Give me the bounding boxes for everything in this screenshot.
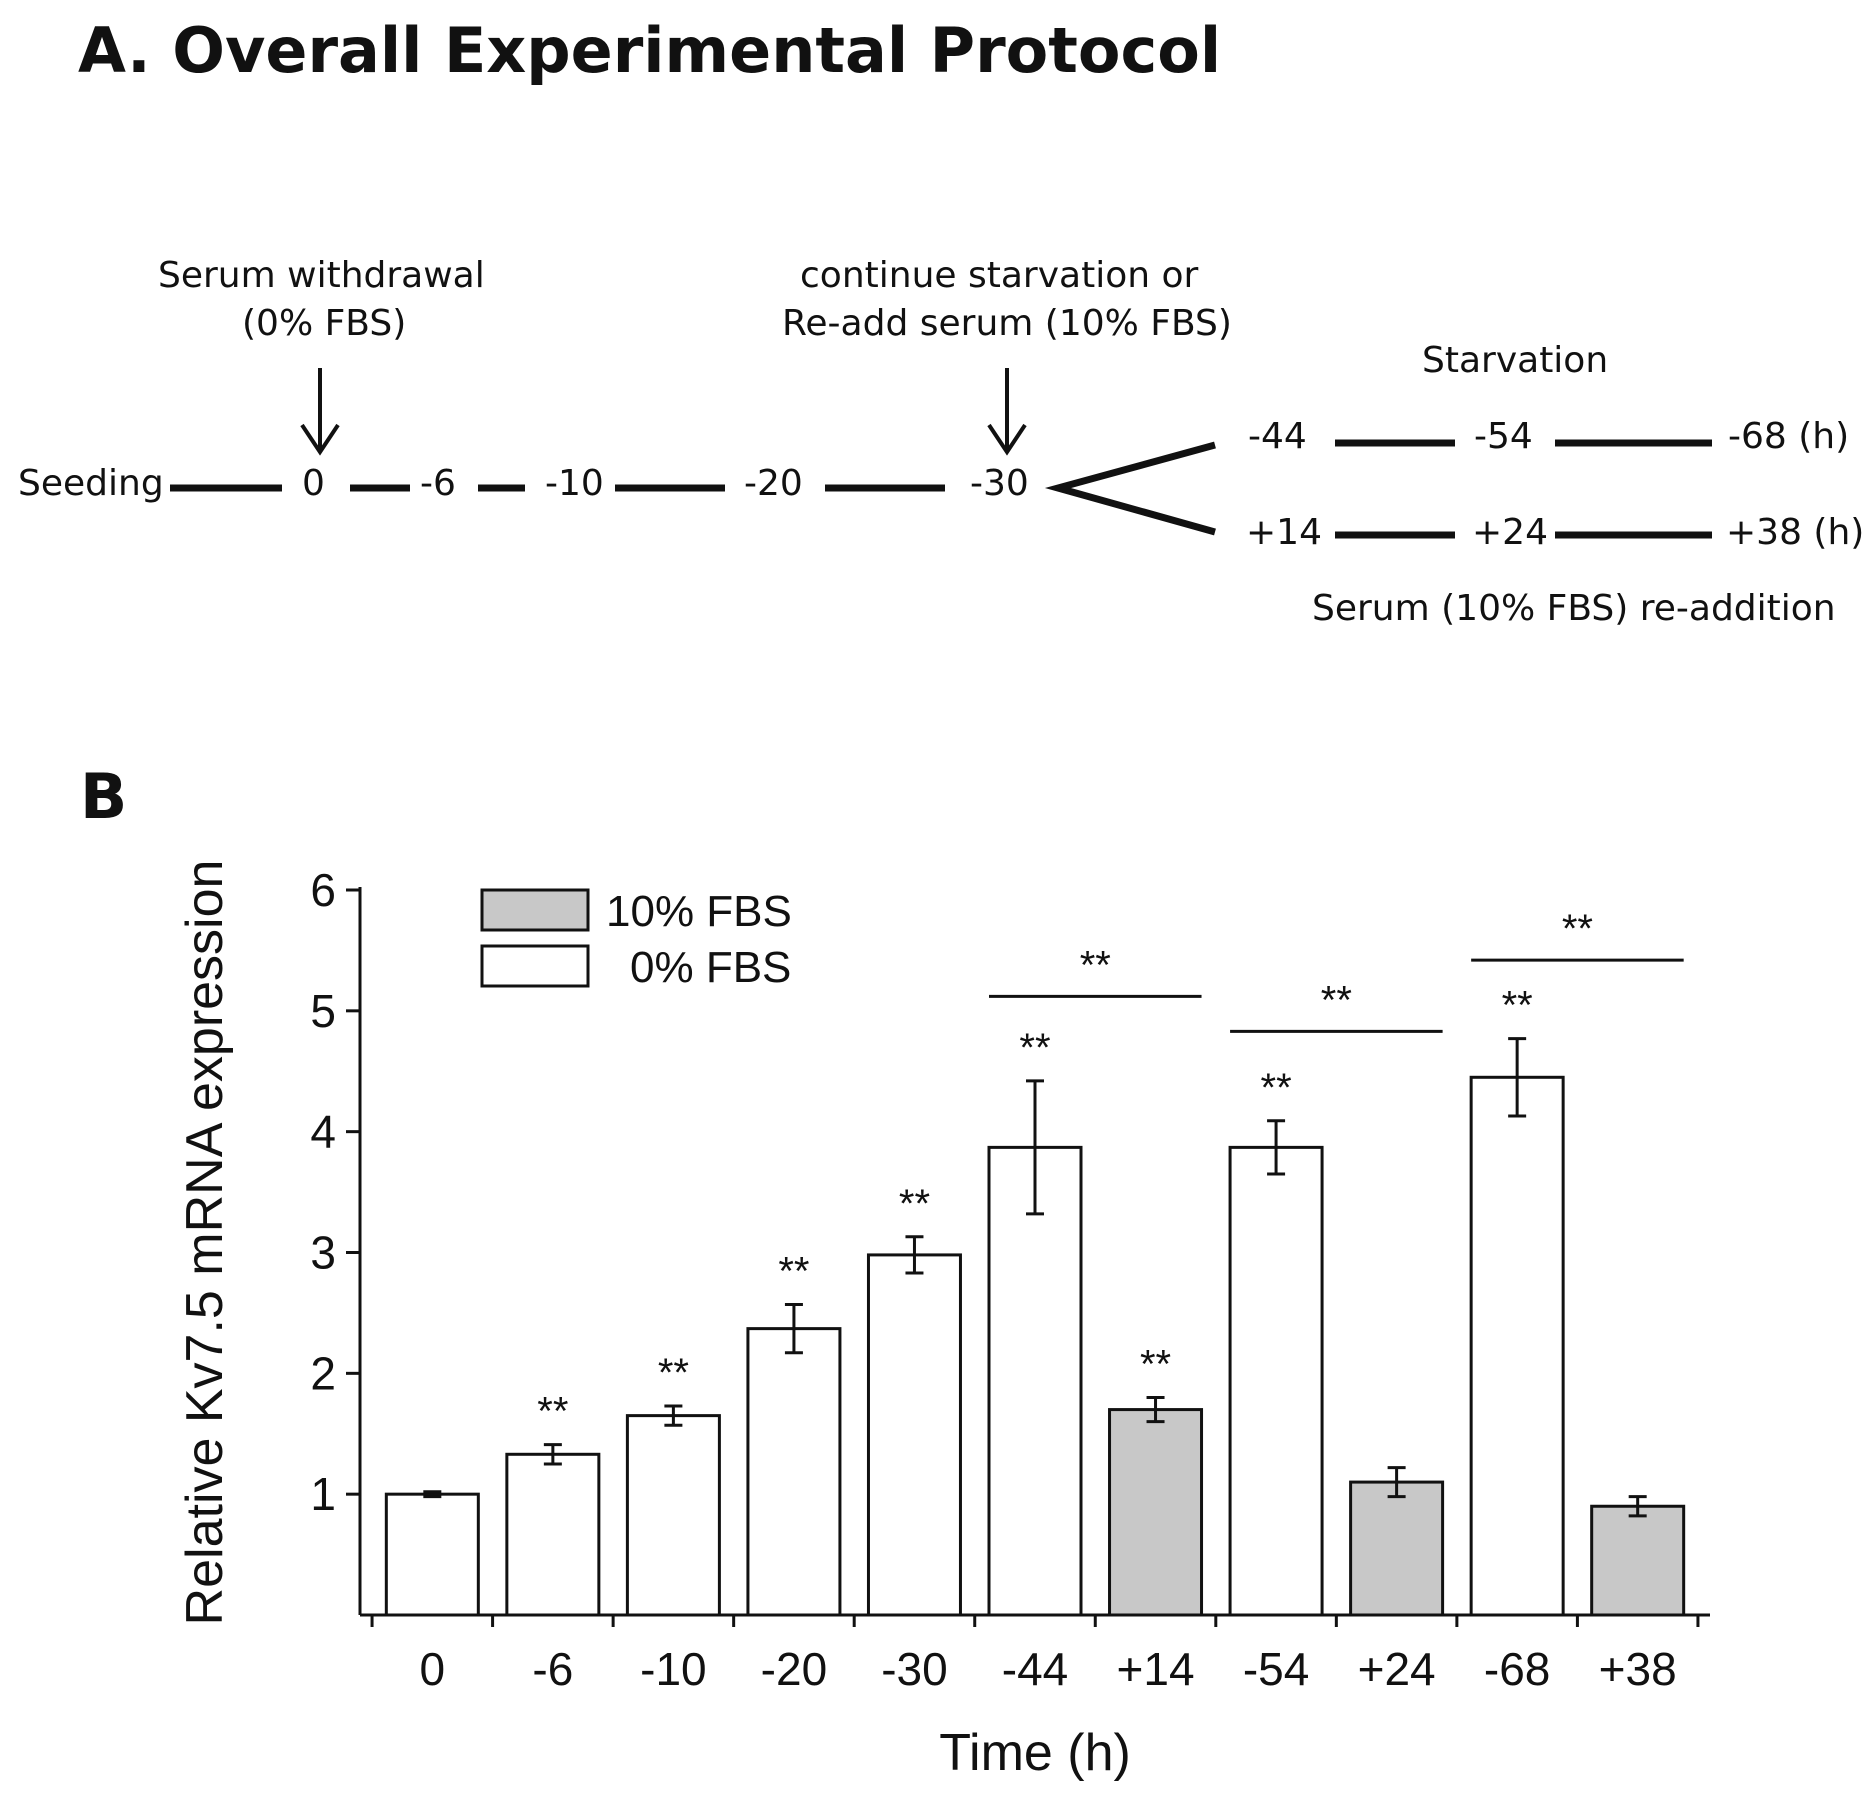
timepoint-plus38: +38 (h) [1726, 512, 1865, 553]
timepoint-minus68: -68 (h) [1728, 416, 1850, 457]
timepoint-minus10: -10 [545, 463, 604, 504]
readdition-label: Serum (10% FBS) re-addition [1312, 588, 1836, 629]
bar [1590, 1504, 1686, 1617]
y-tick-label: 2 [310, 1347, 336, 1399]
legend-label: 0% FBS [630, 943, 791, 992]
x-tick-label: +14 [1117, 1643, 1195, 1695]
bar [625, 1414, 721, 1617]
significance-marker: ** [658, 1351, 689, 1395]
starvation-label: Starvation [1422, 340, 1609, 381]
panel-a-title: A. Overall Experimental Protocol [78, 14, 1222, 87]
continue-starvation-label: continue starvation or [800, 255, 1199, 296]
timepoint-minus54: -54 [1474, 416, 1533, 457]
y-axis-label: Relative Kv7.5 mRNA expression [176, 860, 234, 1626]
bar [987, 1145, 1083, 1617]
seeding-label: Seeding [18, 463, 164, 504]
zero-fbs-label: (0% FBS) [242, 303, 407, 344]
x-tick-label: -6 [532, 1643, 573, 1695]
comparison-marker: ** [1562, 907, 1593, 951]
x-tick-label: -68 [1484, 1643, 1550, 1695]
bar [1349, 1480, 1445, 1617]
legend-swatch [480, 944, 590, 988]
timepoint-plus24: +24 [1472, 512, 1548, 553]
significance-marker: ** [1261, 1066, 1292, 1110]
timepoint-minus20: -20 [744, 463, 803, 504]
timepoint-minus6: -6 [420, 463, 456, 504]
significance-marker: ** [1140, 1343, 1171, 1387]
serum-withdrawal-label: Serum withdrawal [158, 255, 485, 296]
y-tick-label: 1 [310, 1468, 336, 1520]
comparison-marker: ** [1080, 943, 1111, 987]
bar [1228, 1145, 1324, 1617]
withdrawal-arrowhead [300, 423, 340, 456]
legend-label: 10% FBS [606, 887, 792, 936]
x-tick-label: -20 [761, 1643, 827, 1695]
y-tick-label: 5 [310, 985, 336, 1037]
bar [746, 1327, 842, 1617]
significance-marker: ** [1019, 1026, 1050, 1070]
branch-fork [1044, 441, 1216, 536]
timepoint-plus14: +14 [1246, 512, 1322, 553]
significance-marker: ** [899, 1182, 930, 1226]
x-axis-label: Time (h) [939, 1724, 1131, 1782]
x-tick-label: +38 [1599, 1643, 1677, 1695]
bar [1469, 1075, 1565, 1617]
bar [1108, 1408, 1204, 1617]
x-tick-label: +24 [1358, 1643, 1436, 1695]
protocol-diagram [170, 368, 1712, 539]
panel-b-label: B [80, 760, 128, 833]
legend-swatch [480, 888, 590, 932]
y-tick-label: 4 [310, 1106, 336, 1158]
timepoint-0: 0 [302, 463, 325, 504]
x-tick-label: -30 [881, 1643, 947, 1695]
y-tick-label: 3 [310, 1227, 336, 1279]
timepoint-minus30: -30 [970, 463, 1029, 504]
significance-marker: ** [1502, 984, 1533, 1028]
readd-arrowhead [987, 423, 1027, 456]
x-tick-label: -44 [1002, 1643, 1068, 1695]
significance-marker: ** [537, 1390, 568, 1434]
bar [866, 1253, 962, 1617]
readd-serum-label: Re-add serum (10% FBS) [782, 303, 1232, 344]
x-tick-label: -54 [1243, 1643, 1309, 1695]
bar [384, 1492, 480, 1617]
bar [505, 1452, 601, 1617]
y-tick-label: 6 [310, 864, 336, 916]
x-tick-label: 0 [420, 1643, 446, 1695]
x-tick-label: -10 [640, 1643, 706, 1695]
significance-marker: ** [778, 1249, 809, 1293]
comparison-marker: ** [1321, 978, 1352, 1022]
timepoint-minus44: -44 [1248, 416, 1307, 457]
